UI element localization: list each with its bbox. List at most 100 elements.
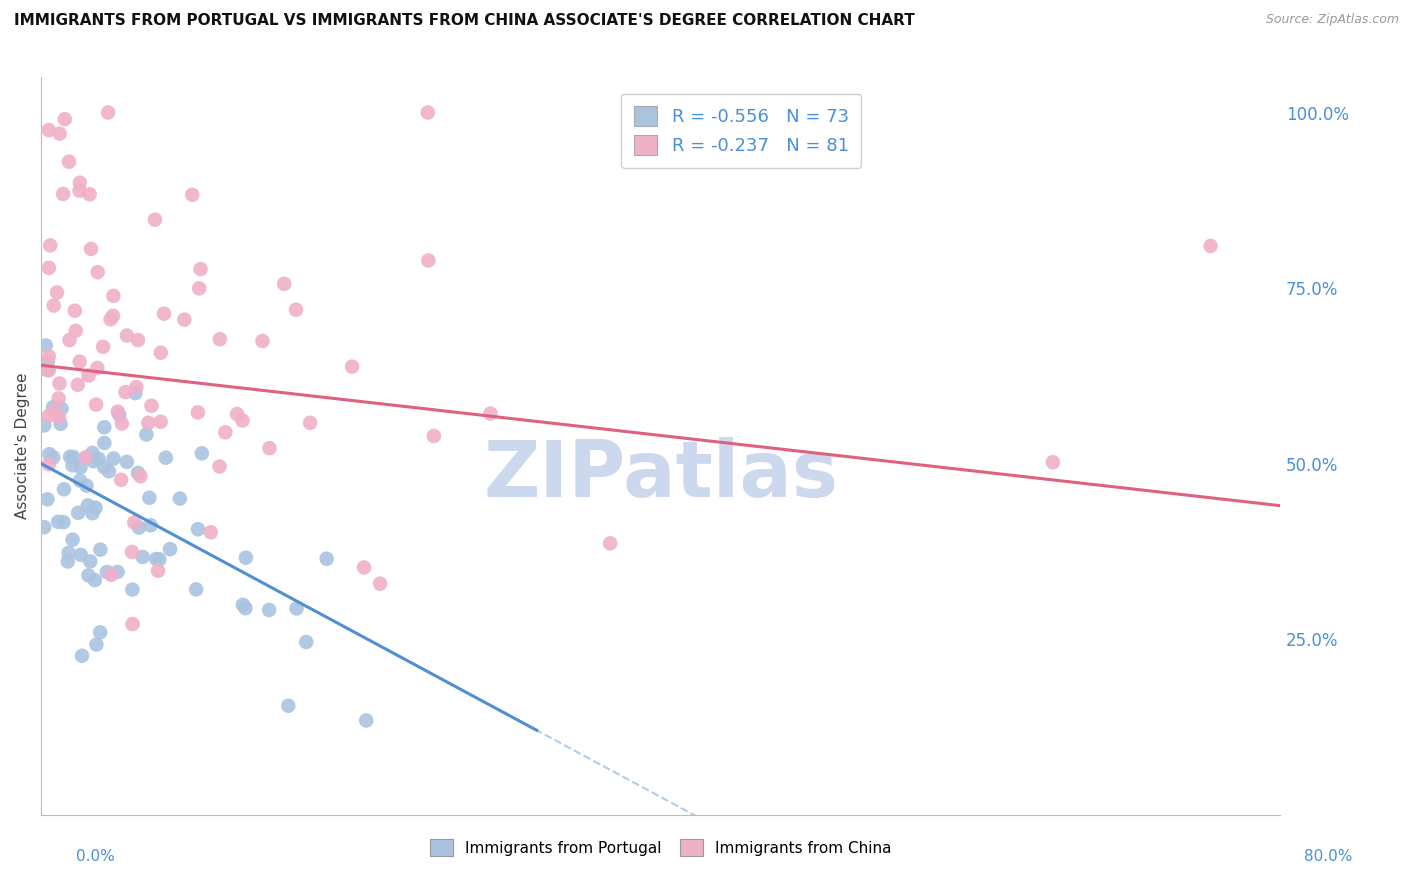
Point [69, 548, 91, 562]
Point [86, 360, 108, 375]
Point [181, 187, 204, 202]
Text: 80.0%: 80.0% [1305, 849, 1353, 864]
Text: 0.0%: 0.0% [76, 849, 115, 864]
Point [97, 464, 120, 478]
Point [87, 451, 110, 466]
Point [42, 404, 65, 418]
Point [122, 516, 145, 530]
Point [285, 302, 308, 317]
Point [76, 478, 98, 492]
Text: ZIPatlas: ZIPatlas [484, 437, 838, 514]
Point [191, 446, 214, 460]
Point [226, 407, 249, 421]
Point [125, 380, 148, 394]
Point [127, 466, 149, 480]
Point [208, 332, 231, 346]
Point [62, 450, 84, 464]
Point [138, 491, 160, 505]
Point [136, 416, 159, 430]
Point [127, 333, 149, 347]
Point [35, 363, 58, 377]
Point [187, 522, 209, 536]
Point [231, 413, 253, 427]
Point [77, 368, 100, 383]
Point [100, 312, 122, 326]
Point [153, 307, 176, 321]
Point [48, 410, 70, 425]
Point [159, 542, 181, 557]
Point [353, 560, 375, 574]
Point [38, 447, 60, 461]
Point [416, 105, 439, 120]
Point [129, 469, 152, 483]
Point [38, 457, 60, 471]
Point [56, 554, 79, 568]
Point [86, 265, 108, 279]
Point [76, 450, 98, 465]
Point [139, 518, 162, 533]
Point [42, 450, 65, 465]
Point [235, 601, 257, 615]
Point [79, 187, 101, 202]
Point [214, 425, 236, 440]
Point [83, 573, 105, 587]
Point [187, 405, 209, 419]
Point [32, 520, 55, 534]
Point [188, 281, 211, 295]
Point [200, 525, 222, 540]
Point [479, 407, 502, 421]
Point [38, 363, 60, 377]
Point [103, 289, 125, 303]
Point [1199, 239, 1222, 253]
Point [146, 564, 169, 578]
Point [299, 416, 322, 430]
Point [69, 176, 91, 190]
Point [51, 401, 73, 416]
Point [169, 491, 191, 506]
Point [82, 454, 104, 468]
Point [37, 354, 59, 368]
Point [173, 312, 195, 326]
Point [315, 551, 337, 566]
Point [52, 482, 75, 496]
Point [69, 184, 91, 198]
Point [208, 459, 231, 474]
Point [38, 260, 60, 275]
Point [110, 473, 132, 487]
Point [37, 492, 59, 507]
Point [58, 546, 80, 560]
Point [103, 451, 125, 466]
Point [89, 542, 111, 557]
Point [84, 398, 107, 412]
Point [149, 415, 172, 429]
Point [39, 238, 62, 252]
Point [232, 598, 254, 612]
Point [184, 582, 207, 597]
Point [53, 112, 76, 127]
Point [155, 450, 177, 465]
Point [76, 499, 98, 513]
Point [66, 377, 89, 392]
Y-axis label: Associate's Degree: Associate's Degree [15, 373, 30, 519]
Point [67, 506, 90, 520]
Point [277, 698, 299, 713]
Point [295, 635, 318, 649]
Point [259, 441, 281, 455]
Point [100, 567, 122, 582]
Point [59, 450, 82, 464]
Point [62, 533, 84, 547]
Point [65, 324, 87, 338]
Point [93, 460, 115, 475]
Point [368, 576, 391, 591]
Point [38, 123, 60, 137]
Point [77, 568, 100, 582]
Point [46, 515, 69, 529]
Point [149, 345, 172, 359]
Point [48, 127, 70, 141]
Point [52, 515, 75, 529]
Point [69, 354, 91, 368]
Point [423, 429, 446, 443]
Point [32, 418, 55, 433]
Point [111, 417, 134, 431]
Point [148, 552, 170, 566]
